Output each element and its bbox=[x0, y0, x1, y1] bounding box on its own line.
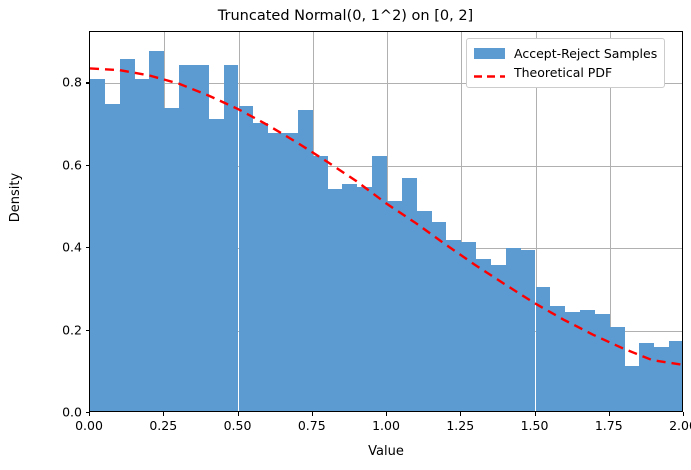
gridline-horizontal bbox=[90, 83, 682, 85]
histogram-bar bbox=[104, 104, 120, 411]
x-tick-mark bbox=[534, 412, 536, 416]
x-tick-label: 0.50 bbox=[223, 418, 252, 433]
histogram-bar bbox=[119, 58, 135, 411]
histogram-bar bbox=[283, 132, 298, 411]
x-tick-mark bbox=[608, 412, 610, 416]
y-tick-label: 0.0 bbox=[62, 404, 82, 420]
theoretical-pdf-line bbox=[90, 32, 682, 411]
histogram-bar bbox=[342, 184, 358, 411]
histogram-bar bbox=[565, 312, 581, 411]
x-tick-label: 2.00 bbox=[669, 418, 691, 433]
x-tick-mark bbox=[311, 412, 313, 416]
plot-area bbox=[89, 31, 683, 412]
histogram-bar bbox=[164, 108, 180, 411]
x-tick-label: 0.00 bbox=[75, 418, 103, 433]
histogram-bar bbox=[297, 110, 313, 411]
dashed-line-swatch-icon bbox=[474, 67, 505, 78]
histogram-bar bbox=[669, 340, 682, 411]
x-tick-mark bbox=[386, 412, 388, 416]
gridline-vertical bbox=[461, 32, 463, 411]
histogram-bar bbox=[357, 186, 373, 411]
histogram-bar bbox=[580, 310, 595, 411]
y-tick-mark bbox=[85, 247, 89, 249]
x-tick-mark bbox=[460, 412, 462, 416]
legend-label-samples: Accept-Reject Samples bbox=[514, 46, 658, 61]
histogram-bar bbox=[193, 65, 209, 411]
histogram-bar bbox=[387, 200, 402, 411]
histogram-bar bbox=[416, 211, 432, 411]
histogram-bar bbox=[327, 188, 343, 411]
legend-item-pdf: Theoretical PDF bbox=[474, 63, 657, 82]
legend-item-samples: Accept-Reject Samples bbox=[474, 44, 657, 63]
histogram-bar bbox=[253, 122, 269, 411]
x-tick-label: 1.50 bbox=[520, 418, 549, 433]
x-axis-label: Value bbox=[368, 444, 404, 459]
x-tick-label: 1.75 bbox=[594, 418, 623, 433]
chart-title: Truncated Normal(0, 1^2) on [0, 2] bbox=[217, 8, 474, 24]
x-tick-label: 0.25 bbox=[149, 418, 178, 433]
legend-label-pdf: Theoretical PDF bbox=[514, 65, 613, 80]
x-tick-label: 1.00 bbox=[372, 418, 400, 433]
y-tick-mark bbox=[85, 329, 89, 331]
histogram-bar bbox=[520, 250, 536, 411]
histogram-bar bbox=[90, 79, 105, 411]
x-tick-mark bbox=[237, 412, 239, 416]
histogram-bar bbox=[312, 155, 328, 411]
histogram-bar bbox=[624, 365, 640, 411]
plot-inner bbox=[90, 32, 682, 411]
histogram-bar bbox=[268, 132, 284, 411]
histogram-bar bbox=[461, 242, 477, 411]
x-tick-label: 1.25 bbox=[446, 418, 475, 433]
histogram-bar bbox=[223, 65, 239, 411]
y-tick-mark bbox=[85, 82, 89, 84]
legend: Accept-Reject Samples Theoretical PDF bbox=[466, 38, 666, 88]
gridline-vertical bbox=[535, 32, 537, 411]
x-tick-mark bbox=[163, 412, 165, 416]
histogram-bar bbox=[490, 264, 506, 411]
histogram-bar bbox=[149, 50, 165, 411]
y-tick-mark bbox=[85, 164, 89, 166]
histogram-bar bbox=[476, 258, 491, 411]
y-tick-label: 0.2 bbox=[62, 322, 82, 338]
x-tick-mark bbox=[683, 412, 685, 416]
histogram-bar bbox=[431, 221, 447, 411]
x-tick-mark bbox=[89, 412, 91, 416]
histogram-bar bbox=[505, 248, 521, 411]
histogram-bar bbox=[446, 240, 462, 411]
histogram-bar bbox=[550, 305, 566, 411]
x-tick-label: 0.75 bbox=[297, 418, 326, 433]
y-tick-mark bbox=[85, 412, 89, 414]
histogram-bar bbox=[179, 65, 194, 411]
histogram-bar bbox=[372, 155, 387, 411]
y-tick-label: 0.8 bbox=[62, 74, 82, 90]
y-axis-label: Density bbox=[8, 172, 24, 223]
gridline-vertical bbox=[609, 32, 611, 411]
y-tick-label: 0.6 bbox=[62, 157, 82, 173]
histogram-bar bbox=[134, 79, 150, 411]
patch-swatch-icon bbox=[474, 48, 505, 59]
histogram-bar bbox=[208, 118, 224, 411]
histogram-bar bbox=[654, 347, 670, 411]
y-tick-label: 0.4 bbox=[62, 239, 82, 255]
histogram-bar bbox=[594, 314, 610, 411]
histogram-bar bbox=[535, 287, 551, 411]
histogram-bar bbox=[238, 106, 254, 411]
histogram-bar bbox=[401, 178, 417, 411]
